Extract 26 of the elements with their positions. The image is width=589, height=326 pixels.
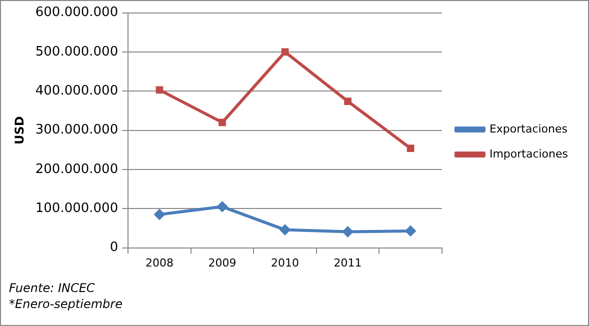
y-tick-label: 200.000.000 <box>35 162 118 177</box>
y-tick-label: 600.000.000 <box>35 5 118 20</box>
x-tick-label: 2011 <box>334 256 362 270</box>
point <box>156 86 164 94</box>
source-note: Fuente: INCEC <box>9 280 96 296</box>
legend-label: Importaciones <box>489 147 568 160</box>
text: *Enero-septiembre <box>9 296 122 312</box>
y-tick-label: 500.000.000 <box>35 44 118 60</box>
point <box>218 118 226 126</box>
point <box>216 201 228 212</box>
point <box>344 98 352 105</box>
point <box>406 144 414 152</box>
x-tick-label: 2008 <box>145 256 174 270</box>
legend-label: Exportaciones <box>489 122 568 136</box>
x-tick-label: 2009 <box>208 256 236 270</box>
y-tick-label: 400.000.000 <box>35 84 118 99</box>
x-tick-label: 2010 <box>271 256 300 270</box>
point <box>154 209 165 220</box>
y-tick-label: 300.000.000 <box>35 122 118 138</box>
y-tick-label: 100.000.000 <box>35 201 118 216</box>
point <box>280 224 291 236</box>
point <box>342 226 354 238</box>
y-axis-title: USD <box>12 116 26 144</box>
point <box>405 225 416 236</box>
y-tick-label: 0 <box>110 240 118 256</box>
point <box>281 48 289 56</box>
